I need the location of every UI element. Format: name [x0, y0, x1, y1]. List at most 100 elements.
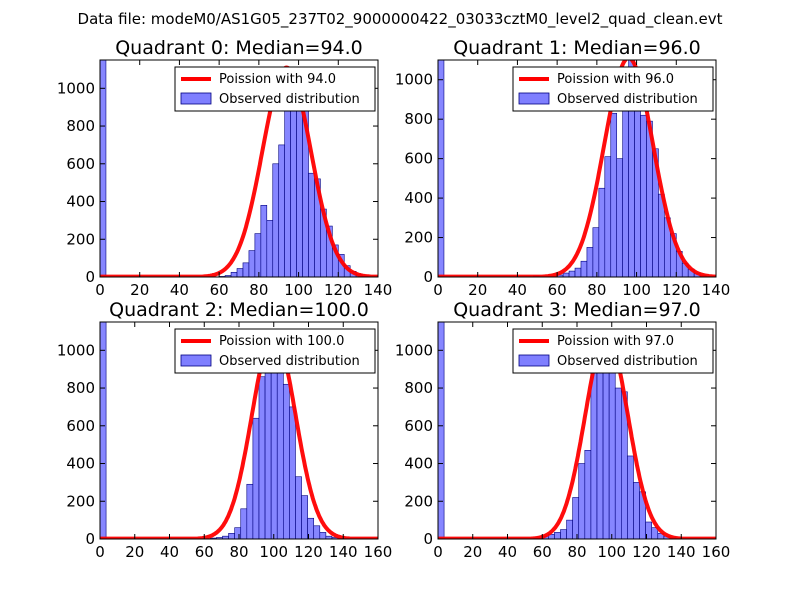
histogram-bar [246, 483, 254, 539]
histogram-bar [228, 533, 235, 539]
panel-title: Quadrant 0: Median=94.0 [115, 37, 363, 59]
histogram-bar [266, 220, 274, 277]
x-tick-label: 60 [195, 543, 214, 561]
y-tick-label: 400 [404, 189, 433, 207]
histogram-bar [283, 383, 290, 539]
x-tick-label: 40 [170, 281, 189, 299]
histogram-bar [438, 322, 445, 539]
x-tick-label: 40 [160, 543, 179, 561]
y-tick-label: 1000 [395, 71, 433, 89]
axes-frame [99, 59, 379, 278]
histogram-bar [578, 463, 586, 539]
x-tick-label: 120 [632, 543, 661, 561]
histogram-bar [100, 60, 107, 277]
legend-fit-label: Poission with 96.0 [557, 72, 674, 87]
y-tick-label: 800 [66, 117, 95, 135]
legend: Poission with 96.0 Observed distribution [512, 66, 714, 112]
histogram-bar [580, 260, 588, 277]
x-tick-label: 160 [702, 543, 731, 561]
legend: Poission with 100.0 Observed distribution [174, 328, 376, 374]
histogram-bar [308, 172, 315, 277]
y-tick-label: 600 [404, 417, 433, 435]
x-tick-label: 80 [229, 543, 248, 561]
histogram-bar [568, 270, 576, 277]
histogram-bar [592, 227, 600, 277]
y-tick-label: 600 [404, 150, 433, 168]
histogram-bars [438, 60, 716, 277]
y-tick-label: 200 [66, 492, 95, 510]
y-tick-label: 400 [404, 455, 433, 473]
y-tick-label: 1000 [395, 341, 433, 359]
legend: Poission with 94.0 Observed distribution [174, 66, 376, 112]
x-tick-label: 100 [622, 281, 651, 299]
histogram-bar [242, 262, 250, 277]
x-tick-label: 20 [130, 281, 149, 299]
x-tick-label: 80 [567, 543, 586, 561]
y-tick-label: 0 [85, 530, 95, 548]
legend-hist-swatch [180, 354, 212, 367]
x-tick-label: 60 [533, 543, 552, 561]
histogram-bar [230, 271, 238, 277]
legend-hist-swatch [518, 354, 550, 367]
panel-2: 0 20 40 60 80 100 120 140 160 0 200 400 600 800 1000 Qu… [57, 299, 393, 561]
x-tick-label: 60 [548, 281, 567, 299]
legend: Poission with 97.0 Observed distribution [512, 328, 714, 374]
y-tick-label: 0 [85, 268, 95, 286]
histogram-bar [272, 163, 280, 277]
y-tick-label: 0 [423, 530, 433, 548]
x-tick-label: 20 [125, 543, 144, 561]
x-tick-label: 120 [294, 543, 323, 561]
histogram-bar [572, 497, 580, 539]
panel-title: Quadrant 3: Median=97.0 [453, 299, 701, 321]
histogram-bar [295, 476, 302, 539]
legend-fit-label: Poission with 100.0 [219, 334, 344, 349]
x-tick-label: 120 [324, 281, 353, 299]
panel-title: Quadrant 2: Median=100.0 [109, 299, 369, 321]
histogram-bar [604, 156, 612, 277]
x-tick-label: 120 [662, 281, 691, 299]
x-tick-label: 20 [463, 543, 482, 561]
legend-hist-label: Observed distribution [557, 92, 698, 107]
histogram-bar [584, 450, 592, 539]
x-tick-label: 40 [498, 543, 517, 561]
x-tick-label: 100 [284, 281, 313, 299]
histogram-bar [313, 525, 321, 539]
histogram-bar [264, 346, 272, 539]
legend-hist-label: Observed distribution [219, 92, 360, 107]
x-tick-label: 160 [364, 543, 393, 561]
legend-hist-swatch [180, 92, 212, 105]
histogram-bar [554, 532, 561, 539]
histogram-bar [258, 376, 266, 539]
histogram-bar [301, 495, 308, 539]
histogram-bar [278, 144, 285, 277]
histogram-bar [252, 417, 260, 539]
x-tick-label: 100 [597, 543, 626, 561]
histogram-bar [240, 508, 248, 539]
histogram-bar [610, 112, 618, 277]
legend-fit-label: Poission with 97.0 [557, 334, 674, 349]
x-tick-label: 40 [508, 281, 527, 299]
histogram-bar [616, 158, 623, 277]
histogram-bar [289, 406, 296, 539]
histogram-bar [100, 322, 107, 539]
y-tick-label: 400 [66, 193, 95, 211]
x-tick-label: 0 [95, 281, 105, 299]
histogram-bar [319, 532, 327, 539]
histogram-bar [627, 455, 634, 539]
y-tick-label: 600 [66, 155, 95, 173]
y-tick-label: 800 [404, 110, 433, 128]
x-tick-label: 0 [95, 543, 105, 561]
y-tick-label: 200 [404, 492, 433, 510]
legend-fit-label: Poission with 94.0 [219, 72, 336, 87]
histogram-bar [560, 529, 567, 539]
histogram-bar [590, 372, 598, 539]
legend-hist-label: Observed distribution [219, 354, 360, 369]
panel-3: 0 20 40 60 80 100 120 140 160 0 200 400 600 800 1000 Qu… [395, 299, 731, 561]
histogram-bars [100, 322, 378, 539]
histogram-bar [634, 89, 641, 277]
x-tick-label: 100 [259, 543, 288, 561]
x-tick-label: 140 [364, 281, 393, 299]
y-tick-label: 800 [66, 379, 95, 397]
histogram-bar [614, 387, 622, 539]
histogram-bar [598, 187, 606, 277]
